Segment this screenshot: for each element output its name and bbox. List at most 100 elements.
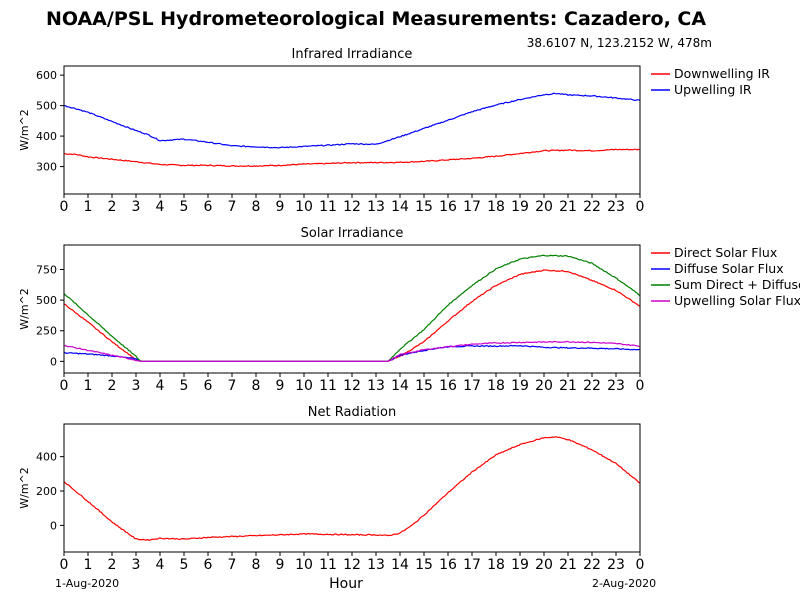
- x-tick-label: 18: [487, 199, 505, 215]
- y-tick-label: 0: [50, 355, 57, 368]
- x-tick-label: 12: [343, 557, 361, 573]
- x-tick-label: 20: [535, 199, 553, 215]
- x-tick-label: 9: [276, 199, 285, 215]
- x-tick-label: 11: [319, 557, 337, 573]
- x-tick-label: 19: [511, 378, 529, 394]
- x-tick-label: 3: [132, 557, 141, 573]
- x-tick-label: 11: [319, 199, 337, 215]
- x-tick-label: 5: [180, 557, 189, 573]
- x-tick-label: 7: [228, 557, 237, 573]
- x-tick-label: 20: [535, 557, 553, 573]
- x-tick-label: 0: [60, 199, 69, 215]
- y-tick-label: 300: [36, 161, 57, 174]
- x-tick-label: 5: [180, 378, 189, 394]
- chart-title: Solar Irradiance: [301, 226, 404, 241]
- x-tick-label: 10: [295, 199, 313, 215]
- x-tick-label: 13: [367, 199, 385, 215]
- y-tick-label: 750: [36, 263, 57, 276]
- series-line-upwelling-ir: [63, 92, 641, 149]
- chart-title: Infrared Irradiance: [292, 47, 413, 62]
- x-tick-label: 0: [636, 378, 645, 394]
- x-tick-label: 15: [415, 557, 433, 573]
- x-tick-label: 17: [463, 378, 481, 394]
- x-tick-label: 4: [156, 557, 165, 573]
- x-tick-label: 21: [559, 557, 577, 573]
- x-tick-label: 12: [343, 378, 361, 394]
- x-tick-label: 8: [252, 557, 261, 573]
- x-tick-label: 10: [295, 557, 313, 573]
- series-line-diffuse-solar-flux: [63, 344, 641, 362]
- chart-title: Net Radiation: [308, 405, 396, 420]
- legend-label-downwelling-ir: Downwelling IR: [674, 66, 770, 81]
- legend-label-sum-direct-diffuse: Sum Direct + Diffuse: [674, 277, 800, 292]
- x-tick-label: 1: [84, 378, 93, 394]
- y-tick-label: 400: [36, 130, 57, 143]
- x-tick-label: 23: [607, 199, 625, 215]
- legend-label-upwelling-solar-flux: Upwelling Solar Flux: [674, 293, 800, 308]
- x-tick-label: 22: [583, 557, 601, 573]
- plot-frame: [63, 423, 641, 553]
- x-tick-label: 23: [607, 378, 625, 394]
- x-tick-label: 4: [156, 199, 165, 215]
- x-tick-label: 19: [511, 557, 529, 573]
- legend-label-direct-solar-flux: Direct Solar Flux: [674, 245, 777, 260]
- x-tick-label: 21: [559, 199, 577, 215]
- x-tick-label: 22: [583, 199, 601, 215]
- x-tick-label: 14: [391, 557, 409, 573]
- x-tick-label: 2: [108, 378, 117, 394]
- end-date-label: 2-Aug-2020: [592, 577, 657, 590]
- y-axis-label: W/m^2: [18, 467, 31, 509]
- x-tick-label: 18: [487, 378, 505, 394]
- x-tick-label: 1: [84, 199, 93, 215]
- x-tick-label: 17: [463, 199, 481, 215]
- x-tick-label: 23: [607, 557, 625, 573]
- x-tick-label: 6: [204, 199, 213, 215]
- x-tick-label: 2: [108, 557, 117, 573]
- legend-label-diffuse-solar-flux: Diffuse Solar Flux: [674, 261, 784, 276]
- legend-label-upwelling-ir: Upwelling IR: [674, 82, 752, 97]
- x-tick-label: 7: [228, 378, 237, 394]
- x-tick-label: 22: [583, 378, 601, 394]
- series-line-downwelling-ir: [64, 148, 641, 168]
- x-tick-label: 13: [367, 378, 385, 394]
- x-tick-label: 2: [108, 199, 117, 215]
- x-tick-label: 8: [252, 199, 261, 215]
- series-line-sum-direct-diffuse: [63, 254, 641, 362]
- x-tick-label: 12: [343, 199, 361, 215]
- x-tick-label: 4: [156, 378, 165, 394]
- start-date-label: 1-Aug-2020: [55, 577, 120, 590]
- x-tick-label: 0: [60, 557, 69, 573]
- x-tick-label: 15: [415, 378, 433, 394]
- x-tick-label: 11: [319, 378, 337, 394]
- x-tick-label: 16: [439, 199, 457, 215]
- plot-frame: [63, 244, 641, 374]
- x-tick-label: 16: [439, 378, 457, 394]
- y-axis-label: W/m^2: [18, 288, 31, 330]
- x-tick-label: 8: [252, 378, 261, 394]
- x-tick-label: 19: [511, 199, 529, 215]
- x-tick-label: 21: [559, 378, 577, 394]
- y-tick-label: 500: [36, 100, 57, 113]
- x-tick-label: 0: [636, 199, 645, 215]
- y-tick-label: 600: [36, 69, 57, 82]
- y-axis-label: W/m^2: [18, 109, 31, 151]
- y-tick-label: 400: [36, 451, 57, 464]
- x-tick-label: 15: [415, 199, 433, 215]
- x-tick-label: 10: [295, 378, 313, 394]
- x-tick-label: 0: [60, 378, 69, 394]
- figure-title: NOAA/PSL Hydrometeorological Measurement…: [45, 8, 707, 30]
- x-tick-label: 3: [132, 378, 141, 394]
- x-tick-label: 14: [391, 199, 409, 215]
- y-tick-label: 500: [36, 294, 57, 307]
- x-axis-label: Hour: [329, 576, 363, 592]
- x-tick-label: 6: [204, 557, 213, 573]
- y-tick-label: 250: [36, 325, 57, 338]
- x-tick-label: 17: [463, 557, 481, 573]
- x-tick-label: 7: [228, 199, 237, 215]
- x-tick-label: 18: [487, 557, 505, 573]
